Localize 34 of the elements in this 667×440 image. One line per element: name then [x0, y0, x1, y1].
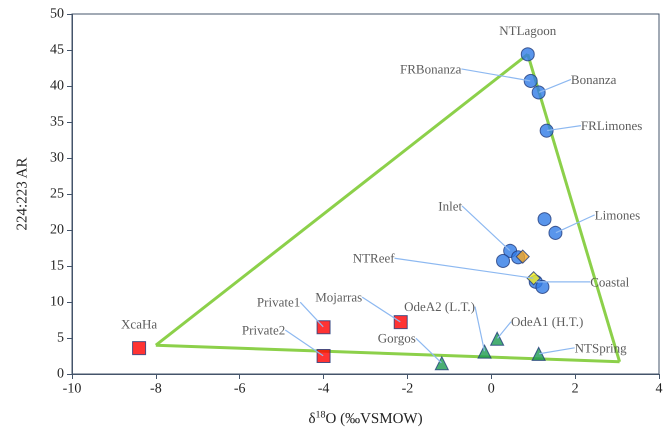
y-tick-label: 45	[50, 42, 64, 58]
y-tick-label: 50	[50, 6, 64, 22]
y-tick-label: 10	[50, 294, 64, 310]
y-tick-label: 40	[50, 78, 64, 94]
annotation: Limones	[594, 207, 640, 222]
y-tick-label: 15	[50, 258, 64, 274]
annotation: Mojarras	[315, 290, 362, 305]
annotation: Private2	[242, 322, 286, 338]
y-tick-label: 35	[50, 114, 64, 130]
annotation: Bonanza	[570, 72, 617, 87]
y-tick-label: 30	[50, 150, 64, 166]
x-tick-label: 0	[488, 382, 495, 396]
annotation: OdeA2 (L.T.)	[404, 299, 476, 314]
y-tick-label: 25	[50, 186, 64, 202]
x-tick-label: -2	[402, 382, 414, 396]
y-tick-label: 20	[50, 222, 64, 238]
y-tick-label: 5	[57, 330, 64, 346]
x-tick-label: -4	[318, 382, 330, 396]
x-tick-label: -8	[150, 382, 162, 396]
annotation: FRBonanza	[400, 61, 462, 76]
annotation: FRLimones	[580, 118, 642, 134]
annotation: XcaHa	[121, 316, 158, 332]
x-tick-label: 4	[656, 382, 662, 396]
annotation: NTLagoon	[499, 22, 557, 38]
y-axis-title: 224:223 AR	[14, 158, 30, 230]
x-tick-label: -10	[62, 382, 82, 396]
annotation: NTReef	[352, 250, 396, 266]
x-tick-label: 2	[572, 382, 579, 396]
y-tick-label: 0	[57, 366, 64, 382]
x-tick-label: -6	[234, 382, 246, 396]
annotation: OdeA1 (H.T.)	[510, 314, 584, 330]
annotation: Inlet	[438, 198, 462, 214]
annotation: Gorgos	[378, 330, 416, 346]
annotation: Private1	[256, 294, 300, 310]
